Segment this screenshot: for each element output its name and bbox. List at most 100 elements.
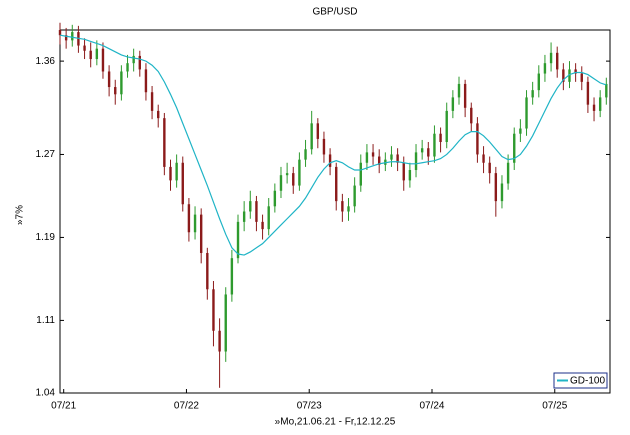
candle-body [500,183,504,202]
candle-body [206,252,209,290]
candle-body [304,149,307,160]
x-tick-label: 07/24 [419,401,444,412]
candle-body [242,211,246,222]
candle-body [341,201,344,212]
candle-body [335,166,338,202]
candle-body [494,173,498,202]
candle-body [169,166,172,181]
candle-body [285,173,289,176]
chart-title: GBP/USD [312,7,357,18]
candle-body [549,52,553,64]
candle-body [273,190,277,207]
candle-body [543,63,547,74]
candle-body [365,152,369,163]
candle-body [359,162,362,186]
candle-body [537,73,540,91]
candle-body [249,201,252,212]
candle-body [580,73,583,82]
candle-body [476,123,479,155]
candle-body [181,162,184,205]
candle-body [157,110,160,119]
candle-body [439,133,442,143]
y-tick-label: 1.11 [36,315,55,326]
candle-body [126,63,129,72]
legend-label: GD-100 [570,376,605,387]
candle-body [568,69,571,82]
candle-body [230,258,234,295]
candle-body [531,90,534,98]
candle-body [255,201,258,222]
x-tick-label: 07/23 [297,401,322,412]
candle-body [433,133,436,157]
candle-body [574,69,577,74]
candle-body [95,48,99,60]
candle-body [101,48,105,72]
candle-body [292,173,295,186]
candle-body [451,97,455,111]
legend-box [553,372,608,389]
x-tick-label: 07/25 [542,401,567,412]
candle-body [525,97,528,129]
candle-body [519,128,522,134]
candle-body [457,83,461,98]
x-tick-label: 07/21 [51,401,76,412]
candle-body [488,162,491,174]
candle-body [390,154,393,160]
plot-frame [59,29,611,394]
candle-body [64,35,68,41]
moving-average-line [59,34,607,256]
candle-body [353,185,356,207]
x-tick-label: 07/22 [174,401,199,412]
candle-body [224,294,227,352]
candle-body [402,162,405,181]
candle-body [445,110,448,143]
candle-body [396,154,399,163]
candle-body [513,133,516,163]
candle-body [427,148,430,157]
candle-body [347,206,350,212]
candle-body [199,214,203,253]
candle-body [236,221,240,259]
candle-body [482,154,485,163]
candle-body [279,175,283,191]
candle-body [193,214,197,233]
candle-body [377,156,381,165]
y-tick-label: 1.19 [36,232,56,243]
candle-body [218,330,221,352]
candle-body [322,138,326,155]
candle-body [598,97,602,111]
candle-body [138,55,141,70]
candle-body [592,104,596,111]
candle-body [71,32,74,41]
candle-body [316,123,320,139]
x-axis-label: »Mo,21.06.21 - Fr,12.12.25 [275,417,396,428]
candle-body [414,152,418,171]
candle-body [408,170,412,181]
y-tick-label: 1.27 [36,149,56,160]
candle-body [150,92,154,111]
candle-body [506,162,510,184]
candle-body [562,69,565,82]
candle-body [58,30,62,36]
candle-body [83,45,86,51]
candle-body [114,87,117,95]
candle-body [187,204,191,233]
y-tick-label: 1.36 [36,56,56,67]
candle-body [267,206,270,230]
candle-body [89,50,92,60]
y-axis-label: »7% [15,205,26,225]
candle-body [586,81,590,105]
candle-body [144,69,148,93]
candle-body [605,83,608,98]
candle-body [328,154,332,167]
candle-body [556,52,559,70]
y-tick-label: 1.04 [36,388,56,399]
candle-body [463,83,467,108]
candle-body [298,159,301,186]
candle-body [310,123,313,150]
candle-body [212,289,215,331]
candle-body [371,152,375,157]
candle-body [132,55,135,64]
candle-body [175,162,178,181]
